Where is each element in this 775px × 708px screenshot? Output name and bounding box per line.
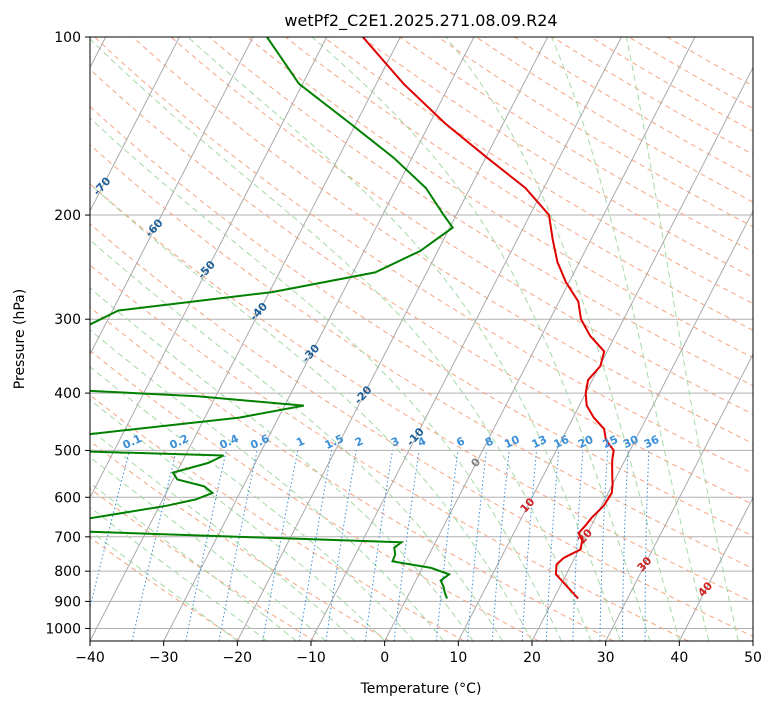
mixing-ratio-line — [393, 450, 420, 641]
x-tick-label: 30 — [597, 650, 615, 666]
mixing-ratio-line — [325, 450, 357, 641]
y-axis-ticks: 100 200 300 400 500 600 700 800 900 1000 — [45, 30, 90, 637]
mixing-ratio-line — [467, 450, 487, 641]
mixing-ratio-label: 16 — [552, 433, 572, 451]
y-tick-label: 800 — [54, 564, 81, 580]
y-tick-label: 1000 — [45, 621, 81, 637]
moist-adiabat-line — [90, 428, 356, 641]
dry-adiabat-line — [437, 37, 753, 228]
y-tick-label: 600 — [54, 490, 81, 506]
mixing-ratio-label: 13 — [530, 433, 549, 451]
dry-adiabat-line — [90, 440, 390, 641]
dry-adiabat-line — [90, 68, 753, 506]
moist-adiabat-line — [187, 37, 621, 641]
dry-adiabat-line — [90, 264, 689, 641]
x-tick-label: 50 — [744, 650, 762, 666]
dry-adiabat-line — [90, 306, 614, 641]
isotherm-line — [384, 37, 696, 641]
y-tick-label: 300 — [54, 312, 81, 328]
y-tick-label: 400 — [54, 386, 81, 402]
dry-adiabat-line — [94, 37, 753, 475]
x-tick-label: −20 — [223, 650, 253, 666]
x-axis-label: Temperature (°C) — [360, 681, 482, 697]
mixing-ratio-label: 10 — [502, 433, 522, 451]
moist-adiabat-line — [90, 366, 415, 641]
mixing-ratio-label: 20 — [576, 433, 596, 451]
moist-adiabat-line — [90, 287, 474, 641]
moist-adiabat-line — [90, 183, 533, 641]
moist-adiabat-line — [445, 37, 680, 641]
y-tick-label: 100 — [54, 30, 81, 46]
mixing-ratio-line — [298, 450, 332, 641]
y-axis-label: Pressure (hPa) — [12, 289, 28, 389]
dewpoint-profile-line — [90, 37, 455, 599]
y-tick-label: 700 — [54, 530, 81, 546]
isotherm-line — [457, 66, 753, 641]
x-tick-label: 10 — [449, 650, 467, 666]
isotherm-line — [90, 37, 328, 499]
mixing-ratio-line — [364, 450, 393, 641]
moist-adiabat-line — [90, 329, 444, 641]
isotherm-line — [678, 496, 753, 641]
dry-adiabat-line — [399, 37, 753, 253]
mixing-ratio-line — [131, 450, 177, 641]
moist-adiabat-line — [625, 37, 739, 641]
x-tick-label: −10 — [296, 650, 326, 666]
dry-adiabat-line — [90, 223, 753, 637]
y-tick-label: 500 — [54, 443, 81, 459]
moist-adiabat-line — [90, 38, 592, 641]
temperature-profile-line — [362, 37, 615, 600]
moist-adiabat-line — [90, 482, 297, 641]
dry-adiabat-line — [90, 105, 753, 537]
background-grid — [90, 37, 753, 641]
mixing-ratio-label: 30 — [621, 433, 641, 451]
isotherm-line — [90, 37, 254, 356]
isotherm-line — [163, 37, 475, 641]
x-axis-ticks: −40 −30 −20 −10 0 10 20 30 40 50 — [75, 641, 762, 666]
dry-adiabat-line — [246, 37, 753, 359]
x-tick-label: 20 — [523, 650, 541, 666]
isotherm-line — [531, 209, 753, 641]
moist-adiabat-line — [90, 456, 327, 641]
moist-adiabat-line — [551, 37, 710, 641]
dry-adiabat-line — [285, 37, 753, 331]
mixing-ratio-label: 36 — [642, 433, 662, 451]
moist-adiabat-line — [311, 37, 651, 641]
dry-adiabat-line — [90, 487, 315, 641]
dry-adiabat-line — [514, 37, 753, 179]
moist-adiabat-line — [90, 239, 503, 641]
dry-adiabat-line — [208, 37, 753, 387]
y-tick-label: 900 — [54, 594, 81, 610]
mixing-ratio-line — [435, 450, 459, 641]
dry-adiabat-line — [170, 37, 753, 415]
mixing-ratio-line — [90, 450, 130, 610]
isotherm-line — [605, 353, 753, 641]
y-tick-label: 200 — [54, 208, 81, 224]
moist-adiabat-line — [90, 529, 238, 641]
mixing-ratio-label: 25 — [601, 433, 620, 451]
moist-adiabat-line — [90, 117, 562, 641]
isotherm-line — [90, 37, 180, 213]
x-tick-label: −30 — [149, 650, 179, 666]
isotherm-line — [236, 37, 549, 641]
x-tick-label: 40 — [670, 650, 688, 666]
x-tick-label: 0 — [380, 650, 389, 666]
dry-adiabat-line — [132, 37, 753, 445]
dry-adiabat-line — [552, 37, 753, 155]
profile-lines — [90, 37, 615, 600]
x-tick-label: −40 — [75, 650, 105, 666]
chart-title: wetPf2_C2E1.2025.271.08.09.R24 — [284, 11, 557, 31]
isotherm-line — [90, 37, 401, 641]
plot-frame — [89, 36, 754, 642]
